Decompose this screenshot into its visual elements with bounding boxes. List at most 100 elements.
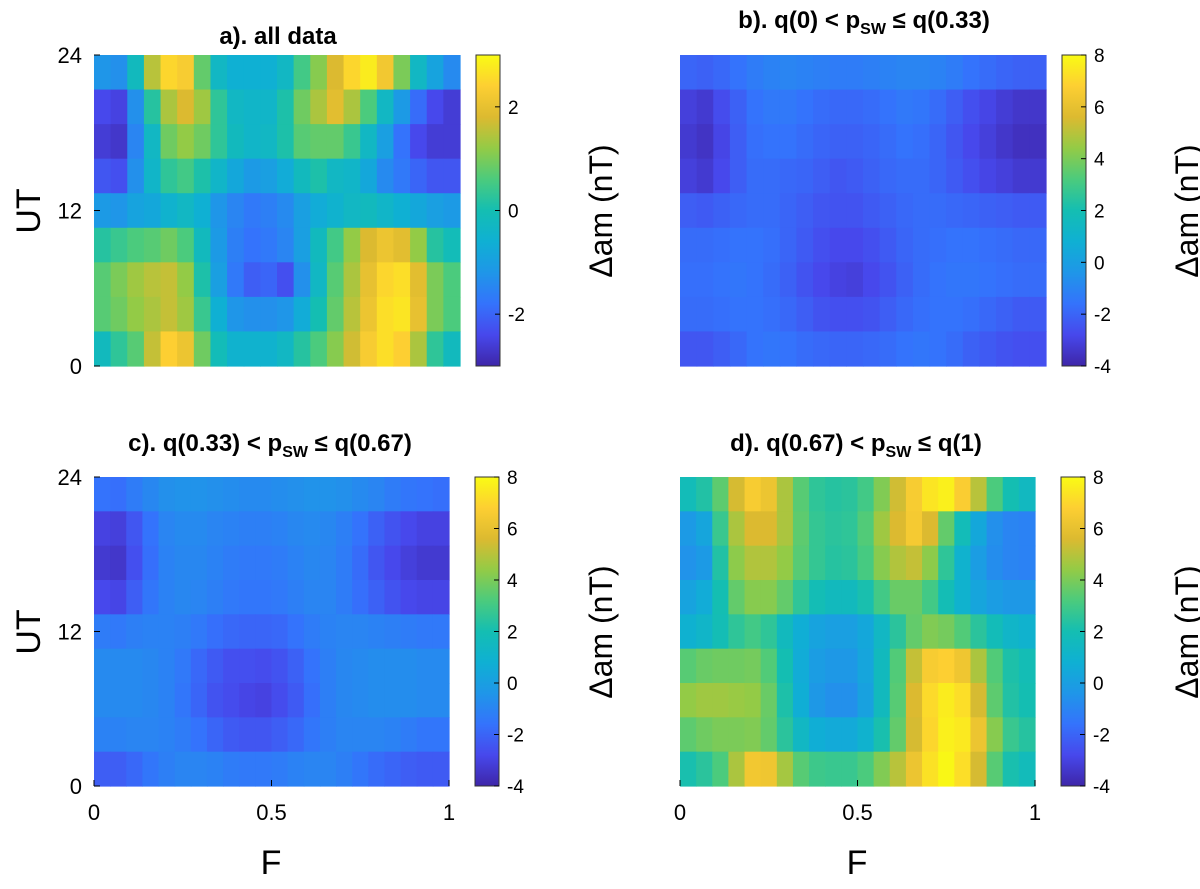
colorbar-tick-label: 4 bbox=[1094, 150, 1105, 171]
heatmap-cell bbox=[929, 193, 947, 229]
panel-b-title-main: b). q(0) < p bbox=[738, 7, 860, 34]
heatmap-cell bbox=[393, 262, 411, 298]
heatmap-cell bbox=[260, 331, 278, 367]
heatmap-cell bbox=[210, 227, 228, 263]
heatmap-cell bbox=[922, 751, 939, 787]
heatmap-cell bbox=[712, 580, 730, 615]
heatmap-cell bbox=[310, 158, 328, 194]
heatmap-cell bbox=[432, 683, 450, 718]
heatmap-cell bbox=[970, 511, 988, 547]
heatmap-cell bbox=[110, 89, 128, 125]
heatmap-cell bbox=[912, 124, 931, 160]
heatmap-cell bbox=[954, 614, 972, 650]
heatmap-cell bbox=[1012, 89, 1030, 125]
heatmap-cell bbox=[393, 89, 411, 125]
heatmap-cell bbox=[293, 89, 311, 125]
heatmap-cell bbox=[863, 55, 881, 91]
heatmap-cell bbox=[160, 193, 178, 229]
panel-a-colorbar-label: Δam (nT) bbox=[583, 144, 619, 277]
heatmap-cell bbox=[210, 296, 228, 333]
heatmap-cell bbox=[227, 331, 245, 367]
panel-d-title-main: d). q(0.67) < p bbox=[730, 430, 885, 457]
heatmap-cell bbox=[857, 545, 875, 581]
heatmap-cell bbox=[1018, 545, 1036, 581]
heatmap-cell bbox=[713, 193, 731, 229]
heatmap-cell bbox=[970, 717, 988, 753]
heatmap-cell bbox=[696, 683, 713, 718]
heatmap-cell bbox=[760, 717, 778, 753]
heatmap-cell bbox=[986, 477, 1004, 512]
y-tick-label: 0 bbox=[70, 774, 82, 799]
heatmap-cell bbox=[400, 545, 418, 581]
heatmap-cell bbox=[287, 717, 305, 753]
heatmap-cell bbox=[426, 193, 444, 229]
heatmap-cell bbox=[193, 124, 212, 160]
heatmap-cell bbox=[954, 717, 972, 753]
heatmap-cell bbox=[970, 751, 988, 787]
heatmap-cell bbox=[260, 89, 278, 125]
heatmap-cell bbox=[293, 55, 311, 91]
heatmap-cell bbox=[796, 124, 814, 160]
heatmap-cell bbox=[158, 580, 176, 615]
heatmap-cell bbox=[426, 227, 444, 263]
heatmap-cell bbox=[744, 751, 762, 787]
heatmap-cell bbox=[174, 683, 192, 718]
heatmap-cell bbox=[792, 580, 810, 615]
heatmap-cell bbox=[680, 683, 697, 718]
heatmap-cell bbox=[260, 193, 278, 229]
colorbar-tick-label: -2 bbox=[508, 305, 525, 326]
heatmap-cell bbox=[110, 331, 128, 367]
heatmap-cell bbox=[970, 683, 988, 718]
panel-c-axes: 24 12 00 0.5 1 bbox=[58, 465, 456, 825]
heatmap-cell bbox=[825, 683, 842, 718]
heatmap-cell bbox=[813, 262, 831, 298]
heatmap-cell bbox=[142, 683, 160, 718]
heatmap-cell bbox=[443, 262, 461, 298]
heatmap-cell bbox=[326, 55, 345, 91]
heatmap-cell bbox=[776, 648, 794, 684]
heatmap-cell bbox=[410, 227, 428, 263]
heatmap-cell bbox=[760, 648, 778, 684]
heatmap-cell bbox=[825, 717, 842, 753]
heatmap-cell bbox=[829, 55, 847, 91]
heatmap-cell bbox=[863, 331, 881, 367]
heatmap-cell bbox=[384, 477, 402, 512]
heatmap-cell bbox=[863, 227, 881, 263]
heatmap-cell bbox=[336, 580, 353, 615]
heatmap-cell bbox=[841, 751, 859, 787]
heatmap-cell bbox=[809, 614, 826, 650]
heatmap-cell bbox=[1018, 717, 1036, 753]
heatmap-cell bbox=[177, 158, 195, 194]
heatmap-cell bbox=[143, 89, 162, 125]
heatmap-cell bbox=[193, 55, 212, 91]
heatmap-cell bbox=[239, 511, 256, 547]
heatmap-cell bbox=[713, 55, 731, 91]
colorbar-tick-label: -4 bbox=[1093, 777, 1110, 798]
heatmap-cell bbox=[94, 158, 112, 194]
heatmap-cell bbox=[896, 227, 914, 263]
heatmap-cell bbox=[1018, 648, 1036, 684]
heatmap-cell bbox=[763, 193, 781, 229]
heatmap-cell bbox=[779, 55, 798, 91]
heatmap-cell bbox=[1002, 511, 1020, 547]
heatmap-cell bbox=[158, 751, 176, 787]
heatmap-cell bbox=[954, 477, 972, 512]
heatmap-cell bbox=[243, 262, 261, 298]
heatmap-cell bbox=[954, 648, 972, 684]
heatmap-cell bbox=[912, 296, 931, 333]
panel-c-xlabel: F bbox=[261, 844, 282, 882]
heatmap-cell bbox=[979, 158, 997, 194]
heatmap-cell bbox=[746, 262, 764, 298]
heatmap-cell bbox=[713, 296, 731, 333]
heatmap-cell bbox=[696, 158, 714, 194]
heatmap-cell bbox=[336, 648, 353, 684]
heatmap-cell bbox=[376, 193, 395, 229]
heatmap-cell bbox=[227, 124, 245, 160]
heatmap-cell bbox=[352, 648, 369, 684]
heatmap-cell bbox=[239, 477, 256, 512]
heatmap-cell bbox=[979, 124, 997, 160]
heatmap-cell bbox=[143, 193, 162, 229]
heatmap-cell bbox=[905, 614, 923, 650]
heatmap-cell bbox=[1012, 262, 1030, 298]
panel-c-title-sub: SW bbox=[282, 444, 309, 461]
